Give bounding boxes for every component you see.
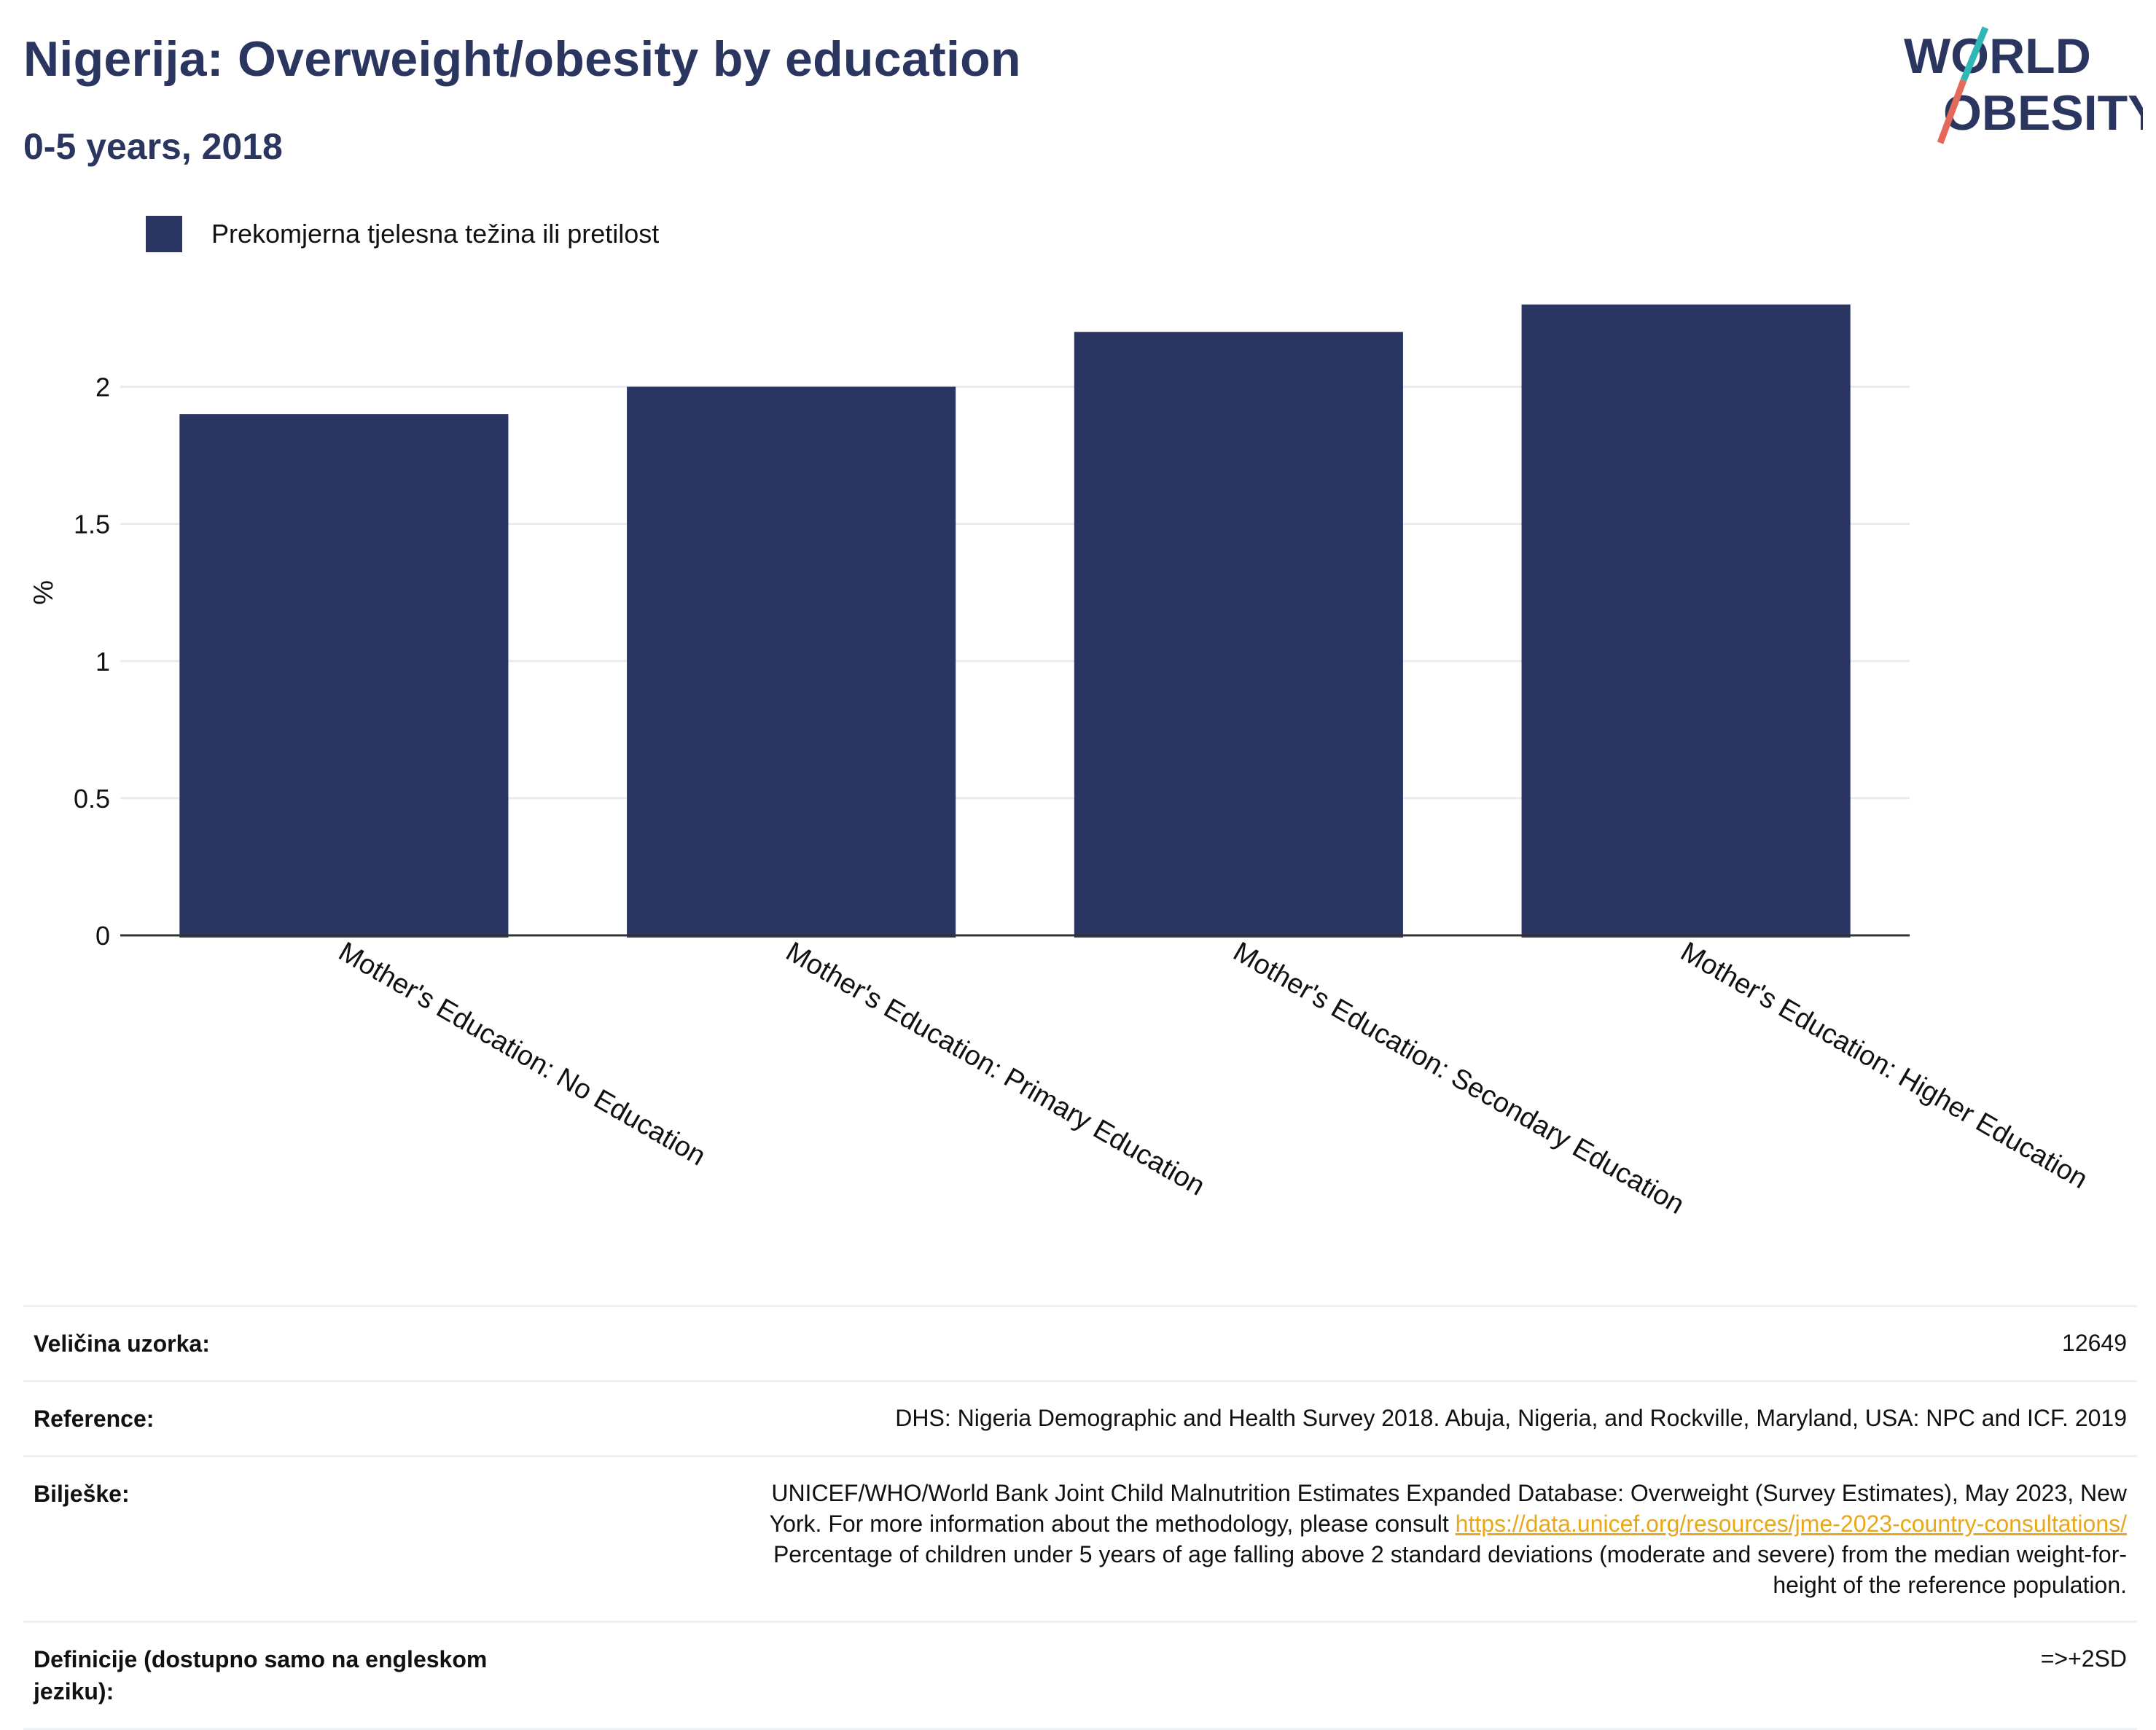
bar	[179, 414, 509, 938]
info-key: Veličina uzorka:	[34, 1330, 210, 1357]
info-value: 12649	[2062, 1330, 2127, 1356]
notes-line: height of the reference population.	[1773, 1572, 2127, 1598]
legend-label: Prekomjerna tjelesna težina ili pretilos…	[211, 219, 660, 249]
y-tick-label: 2	[95, 373, 110, 402]
bar	[1521, 304, 1851, 938]
chart-legend: Prekomjerna tjelesna težina ili pretilos…	[146, 216, 659, 252]
info-table: Veličina uzorka: 12649 Reference: DHS: N…	[23, 1305, 2137, 1730]
info-row-sample-size: Veličina uzorka: 12649	[23, 1306, 2137, 1382]
legend-swatch	[146, 216, 182, 252]
logo-line-1: WORLD	[1904, 28, 2091, 84]
logo-slash-top	[1960, 26, 1989, 82]
logo-slash-bottom	[1937, 79, 1967, 144]
x-tick-label: Mother's Education: No Education	[333, 936, 711, 1172]
info-key: Bilješke:	[34, 1481, 130, 1507]
notes-line: York. For more information about the met…	[769, 1511, 1456, 1537]
logo-line-2: OBESITY	[1943, 85, 2143, 141]
info-row-definitions: Definicije (dostupno samo na engleskom j…	[23, 1621, 2137, 1729]
y-tick-label: 1	[95, 647, 110, 677]
info-key: Reference:	[34, 1406, 155, 1432]
x-tick-label: Mother's Education: Higher Education	[1676, 936, 2093, 1195]
info-value: UNICEF/WHO/World Bank Joint Child Malnut…	[583, 1457, 2137, 1622]
info-value: =>+2SD	[2040, 1645, 2127, 1672]
y-axis-label: %	[28, 580, 59, 605]
bar-chart: 0 0.5 1 1.5 2% Mother's Education: No Educati…	[28, 304, 2093, 1220]
methodology-link[interactable]: https://data.unicef.org/resources/jme-20…	[1455, 1511, 2127, 1537]
info-row-reference: Reference: DHS: Nigeria Demographic and …	[23, 1381, 2137, 1457]
y-tick-label: 1.5	[74, 510, 110, 539]
y-tick-label: 0.5	[74, 784, 110, 814]
world-obesity-logo: WORLD OBESITY	[1904, 26, 2143, 144]
info-value: DHS: Nigeria Demographic and Health Surv…	[895, 1405, 2127, 1431]
x-tick-label: Mother's Education: Secondary Education	[1228, 936, 1690, 1220]
info-row-notes: Bilješke: UNICEF/WHO/World Bank Joint Ch…	[23, 1456, 2137, 1622]
bar	[627, 386, 956, 938]
notes-line: Percentage of children under 5 years of …	[773, 1541, 2127, 1567]
notes-line: UNICEF/WHO/World Bank Joint Child Malnut…	[771, 1480, 2127, 1506]
y-tick-label: 0	[95, 921, 110, 951]
info-key: Definicije (dostupno samo na engleskom j…	[34, 1646, 488, 1704]
page-subtitle: 0-5 years, 2018	[23, 126, 283, 167]
page-title: Nigerija: Overweight/obesity by educatio…	[23, 31, 1021, 87]
x-tick-label: Mother's Education: Primary Education	[781, 936, 1210, 1201]
bar	[1074, 332, 1403, 938]
